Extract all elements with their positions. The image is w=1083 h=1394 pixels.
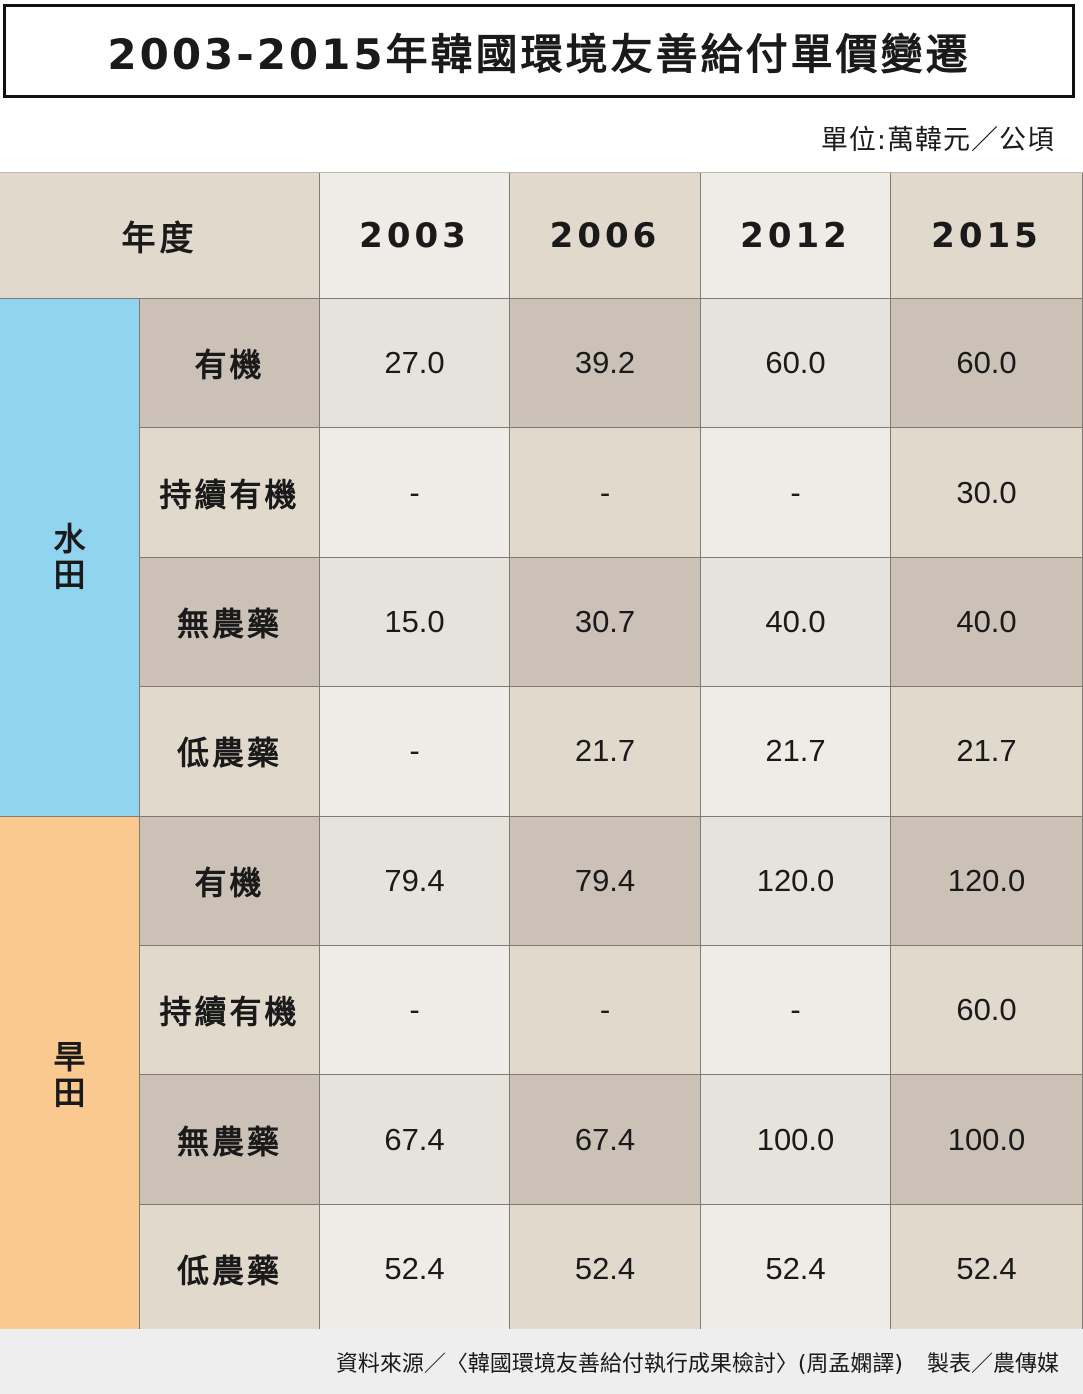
table-cell: 30.7 [510,557,701,688]
table-cell: 52.4 [701,1204,891,1335]
table-cell: 40.0 [891,557,1083,688]
table-cell: - [320,945,510,1076]
year-2015-header: 2015 [891,173,1083,299]
table-cell: 21.7 [510,687,701,817]
group-dry-char-2: 田 [53,1073,86,1112]
footer: 資料來源／〈韓國環境友善給付執行成果檢討〉(周孟嫻譯) 製表／農傳媒 [0,1329,1083,1394]
table-cell: 52.4 [891,1204,1083,1335]
row-label: 無農藥 [140,557,320,688]
price-table: 年度 2003 2006 2012 2015 水田 有機 27.0 39.2 6… [0,172,1083,1335]
year-2012-header: 2012 [701,173,891,299]
row-label: 持續有機 [140,945,320,1076]
year-2003-header: 2003 [320,173,510,299]
table-cell: 79.4 [320,816,510,946]
year-2006-header: 2006 [510,173,701,299]
table-cell: 60.0 [701,299,891,429]
row-label: 持續有機 [140,428,320,558]
row-label: 無農藥 [140,1075,320,1205]
table-cell: - [510,945,701,1076]
table-cell: - [701,428,891,558]
table-cell: 67.4 [320,1075,510,1205]
row-label: 低農藥 [140,1204,320,1335]
table-cell: 27.0 [320,299,510,429]
table-cell: - [320,687,510,817]
group-paddy-label: 水田 [0,299,140,817]
year-header: 年度 [0,173,320,299]
table-cell: 79.4 [510,816,701,946]
table-cell: 100.0 [891,1075,1083,1205]
table-cell: 120.0 [701,816,891,946]
table-cell: 60.0 [891,299,1083,429]
row-label: 有機 [140,299,320,429]
table-cell: 30.0 [891,428,1083,558]
source-note: 資料來源／〈韓國環境友善給付執行成果檢討〉(周孟嫻譯) [335,1351,903,1377]
group-paddy-char-2: 田 [53,556,86,595]
table-cell: 39.2 [510,299,701,429]
table-cell: 52.4 [320,1204,510,1335]
row-label: 低農藥 [140,687,320,817]
group-paddy-char-1: 水 [53,520,86,559]
table-cell: - [320,428,510,558]
table-cell: 120.0 [891,816,1083,946]
table-cell: 40.0 [701,557,891,688]
table-cell: 21.7 [891,687,1083,817]
table-cell: - [510,428,701,558]
table-cell: - [701,945,891,1076]
table-cell: 21.7 [701,687,891,817]
table-cell: 60.0 [891,945,1083,1076]
table-cell: 15.0 [320,557,510,688]
group-dry-char-1: 旱 [53,1037,86,1076]
table-cell: 67.4 [510,1075,701,1205]
table-cell: 100.0 [701,1075,891,1205]
row-label: 有機 [140,816,320,946]
unit-label: 單位:萬韓元／公頃 [820,125,1055,156]
group-dry-label: 旱田 [0,816,140,1335]
table-cell: 52.4 [510,1204,701,1335]
page-title: 2003-2015年韓國環境友善給付單價變遷 [3,4,1075,98]
credit-note: 製表／農傳媒 [926,1351,1059,1377]
